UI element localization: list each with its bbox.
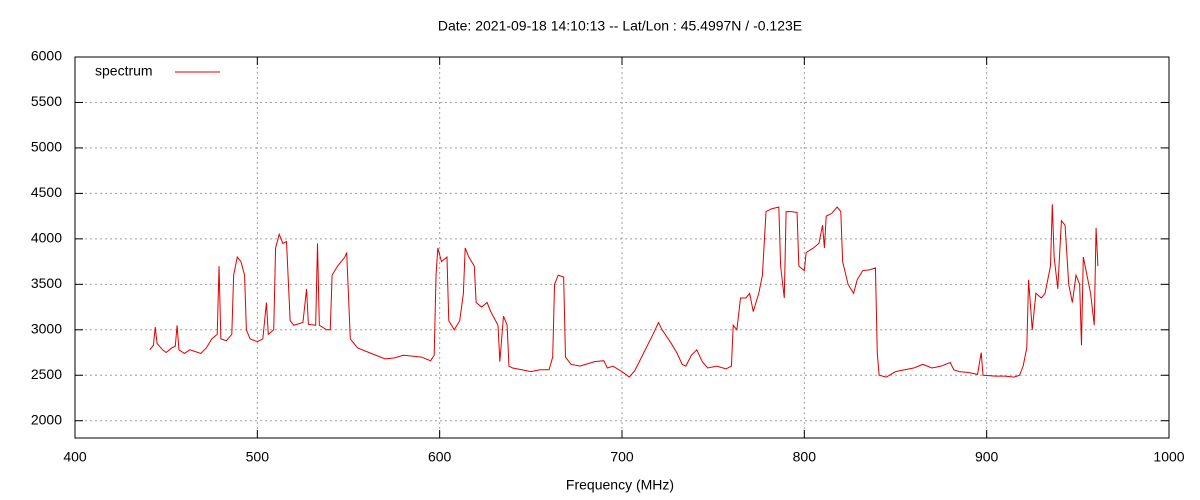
y-tick-label: 5500: [31, 93, 62, 109]
y-tick-label: 3500: [31, 275, 62, 291]
y-tick-label: 5000: [31, 139, 62, 155]
plot-frame: [74, 56, 1170, 439]
y-tick-label: 2000: [31, 411, 62, 427]
x-tick-label: 800: [793, 449, 817, 465]
y-tick-label: 2500: [31, 366, 62, 382]
x-tick-label: 1000: [1153, 449, 1184, 465]
x-tick-label: 400: [63, 449, 87, 465]
y-tick-label: 3000: [31, 320, 62, 336]
series-line: [149, 204, 1099, 378]
legend-label: spectrum: [95, 63, 153, 79]
y-tick-label: 6000: [31, 48, 62, 64]
x-tick-label: 600: [428, 449, 452, 465]
chart-title: Date: 2021-09-18 14:10:13 -- Lat/Lon : 4…: [438, 18, 802, 34]
x-tick-label: 700: [610, 449, 634, 465]
x-tick-label: 900: [975, 449, 999, 465]
x-tick-label: 500: [246, 449, 270, 465]
x-axis-label: Frequency (MHz): [566, 477, 674, 493]
y-tick-label: 4500: [31, 184, 62, 200]
y-tick-label: 4000: [31, 230, 62, 246]
